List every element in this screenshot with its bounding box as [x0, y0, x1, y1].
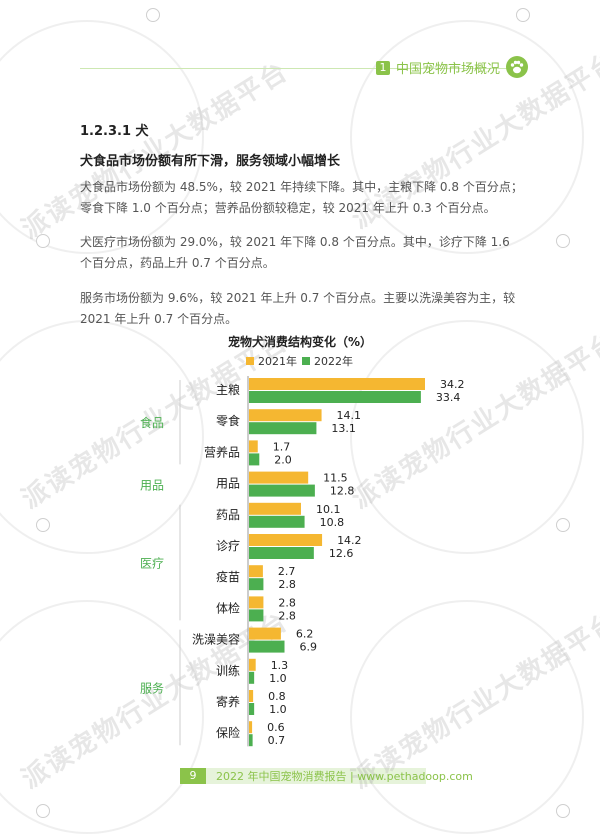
decorative-circle — [516, 8, 530, 22]
legend-label-0: 2021年 — [258, 354, 297, 368]
data-label: 10.8 — [320, 516, 345, 529]
data-label: 10.1 — [316, 503, 341, 516]
page-number: 9 — [180, 768, 206, 784]
paragraph: 犬医疗市场份额为 29.0%，较 2021 年下降 0.8 个百分点。其中，诊疗… — [80, 235, 510, 270]
footer-text: 2022 年中国宠物消费报告 | www.pethadoop.com — [216, 770, 473, 783]
bar-2022 — [249, 671, 255, 684]
category-label: 主粮 — [216, 382, 240, 397]
chart-title: 宠物犬消费结构变化（%） — [228, 334, 372, 349]
group-label: 用品 — [140, 479, 164, 493]
bar-2022 — [249, 391, 421, 403]
section-number-badge: 1 — [375, 60, 390, 75]
category-label: 保险 — [216, 725, 240, 740]
legend-label-1: 2022年 — [314, 354, 353, 368]
bar-2022 — [249, 422, 317, 435]
data-label: 2.0 — [274, 453, 292, 466]
bar-2021 — [249, 378, 425, 390]
decorative-circle — [556, 518, 570, 532]
paragraph: 犬食品市场份额为 48.5%，较 2021 年持续下降。其中，主粮下降 0.8 … — [80, 180, 523, 215]
sub-heading: 犬食品市场份额有所下滑，服务领域小幅增长 — [80, 154, 341, 169]
bar-2021 — [249, 627, 281, 640]
bar-2021 — [249, 565, 263, 578]
category-label: 体检 — [216, 600, 240, 615]
data-label: 14.2 — [337, 534, 362, 547]
header-section-tag: 1 中国宠物市场概况 — [375, 58, 500, 77]
decorative-circle — [36, 518, 50, 532]
data-label: 2.8 — [278, 596, 296, 609]
category-label: 营养品 — [204, 444, 240, 459]
bar-2022 — [249, 547, 314, 559]
data-label: 11.5 — [323, 472, 348, 485]
decorative-circle — [556, 804, 570, 818]
bar-2021 — [249, 409, 322, 422]
bar-2022 — [249, 640, 285, 653]
bar-2022 — [249, 453, 260, 466]
category-label: 用品 — [216, 477, 240, 491]
decorative-circle — [556, 234, 570, 248]
data-label: 33.4 — [436, 391, 461, 404]
bar-2021 — [249, 690, 254, 702]
paw-icon — [506, 56, 528, 78]
bar-2022 — [249, 515, 305, 528]
bar-2021 — [249, 502, 301, 515]
category-label: 寄养 — [216, 694, 240, 709]
data-label: 34.2 — [440, 378, 465, 391]
bar-2021 — [249, 534, 323, 546]
section-title: 中国宠物市场概况 — [395, 62, 500, 77]
group-label: 食品 — [140, 415, 164, 430]
bar-2022 — [249, 578, 264, 591]
data-label: 1.0 — [269, 703, 287, 716]
data-label: 12.6 — [329, 547, 354, 560]
category-label: 零食 — [216, 413, 240, 428]
footer: 9 2022 年中国宠物消费报告 | www.pethadoop.com — [180, 768, 473, 784]
category-label: 疫苗 — [216, 569, 240, 584]
group-label: 服务 — [140, 680, 164, 695]
paragraph: 服务市场份额为 9.6%，较 2021 年上升 0.7 个百分点。主要以洗澡美容… — [80, 291, 516, 326]
decorative-circle — [146, 8, 160, 22]
bar-2022 — [249, 484, 315, 497]
bar-2022 — [249, 703, 255, 715]
data-label: 6.2 — [296, 628, 314, 641]
header-divider — [80, 68, 520, 69]
bar-2021 — [249, 658, 256, 671]
legend-swatch-0 — [246, 357, 254, 365]
data-label: 1.3 — [271, 659, 289, 672]
decorative-circle — [36, 804, 50, 818]
bar-2021 — [249, 721, 253, 734]
bar-2021 — [249, 596, 264, 609]
category-label: 洗澡美容 — [192, 632, 240, 647]
bar-2021 — [249, 471, 309, 484]
data-label: 0.7 — [268, 734, 286, 747]
decorative-circle — [36, 234, 50, 248]
data-label: 13.1 — [331, 422, 356, 435]
data-label: 0.8 — [268, 690, 286, 703]
data-label: 2.8 — [278, 578, 296, 591]
group-label: 医疗 — [140, 557, 164, 571]
bar-2021 — [249, 440, 258, 453]
data-label: 12.8 — [330, 485, 355, 498]
category-label: 药品 — [216, 508, 240, 522]
data-label: 1.0 — [269, 672, 287, 685]
category-label: 训练 — [216, 663, 240, 678]
legend-swatch-1 — [302, 357, 310, 365]
bar-2022 — [249, 734, 253, 747]
category-label: 诊疗 — [216, 539, 240, 553]
data-label: 6.9 — [300, 641, 318, 654]
section-heading: 1.2.3.1 犬 — [80, 124, 149, 139]
data-label: 2.8 — [278, 609, 296, 622]
bar-2022 — [249, 609, 264, 622]
data-label: 0.6 — [267, 721, 285, 734]
data-label: 14.1 — [337, 409, 362, 422]
data-label: 2.7 — [278, 565, 296, 578]
data-label: 1.7 — [273, 440, 291, 453]
